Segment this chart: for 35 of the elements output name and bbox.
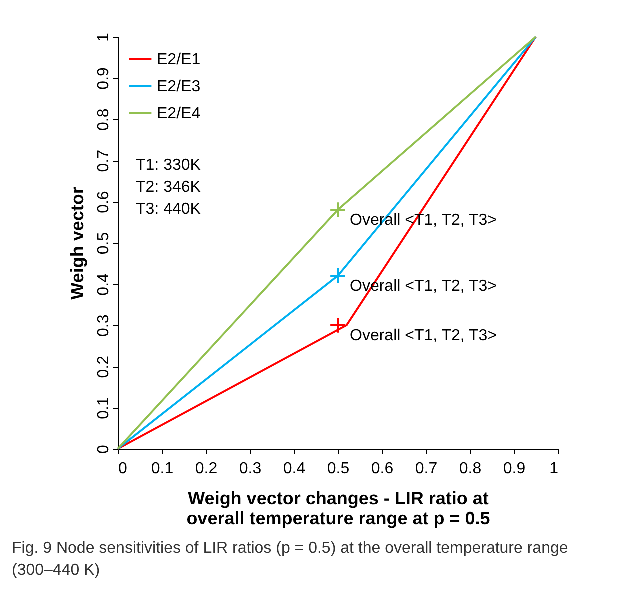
legend-label: E2/E1 xyxy=(157,52,201,68)
x-tick-label: 0.1 xyxy=(151,460,174,478)
y-tick-label: 0.9 xyxy=(96,67,112,90)
y-tick-label: 0.4 xyxy=(96,273,112,296)
y-tick-label: 0.2 xyxy=(96,356,112,378)
x-tick-label: 0.4 xyxy=(283,460,306,478)
annotation: T2: 346K xyxy=(136,179,202,196)
x-tick-label: 0.2 xyxy=(195,460,218,478)
point xyxy=(330,202,346,218)
y-tick-label: 0.7 xyxy=(96,150,112,172)
x-tick-label: 0.5 xyxy=(327,460,350,478)
y-tick-label: 0.5 xyxy=(96,232,112,255)
y-tick-label: 0 xyxy=(96,444,112,454)
x-tick-label: 0.3 xyxy=(239,460,262,478)
y-tick-label: 0.8 xyxy=(96,108,112,132)
y-tick-label: 0.6 xyxy=(96,191,112,214)
x-tick-label: 0.8 xyxy=(459,460,482,478)
legend-label: E2/E3 xyxy=(157,78,201,96)
x-tick-label: 0 xyxy=(118,460,128,478)
y-tick-label: 1 xyxy=(96,32,112,42)
x-tick-label: 1 xyxy=(550,460,559,478)
x-axis-title: Weigh vector changes - LIR ratio at overall temperature range at p = 0.5 xyxy=(186,488,490,528)
annotation: Overall <T1, T2, T3> xyxy=(350,327,498,344)
annotation: T1: 330K xyxy=(136,157,202,174)
legend-label: E2/E4 xyxy=(157,106,201,122)
point xyxy=(330,316,346,334)
caption: Fig. 9 Node sensitivities of LIR ratios (p = 0.5) at the overall temperature range (300–440 K) xyxy=(12,539,570,581)
x-tick-label: 0.6 xyxy=(371,460,394,478)
y-axis-title: Weigh vector xyxy=(68,187,88,300)
y-tick-label: 0.3 xyxy=(96,314,112,338)
x-tick-label: 0.9 xyxy=(503,460,526,478)
point xyxy=(330,268,346,284)
y-tick-label: 0.1 xyxy=(96,397,112,420)
x-tick-label: 0.7 xyxy=(415,460,438,478)
annotation: T3: 440K xyxy=(136,201,202,218)
